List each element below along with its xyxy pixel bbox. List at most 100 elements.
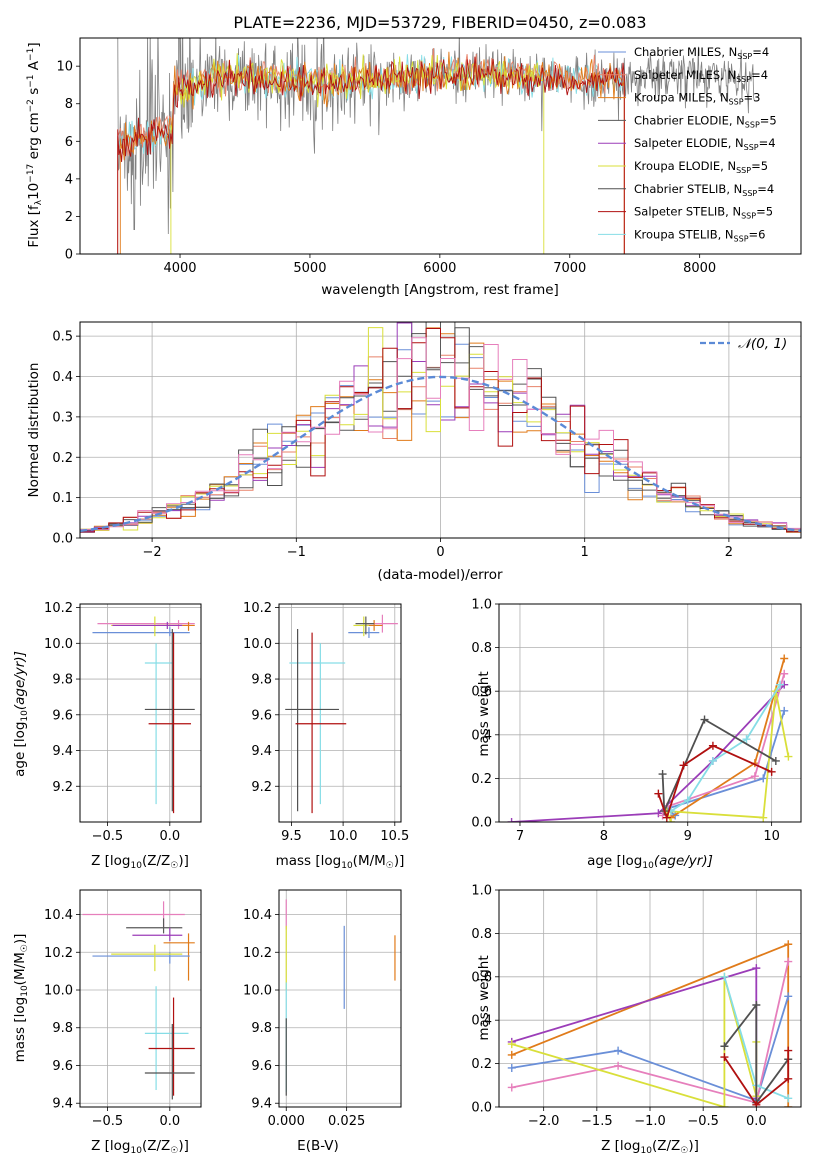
weight-marker: [780, 669, 789, 678]
legend-eq: =5: [756, 205, 773, 219]
legend-sub: SSP: [736, 166, 751, 175]
y-tick-label: 9.6: [52, 1059, 73, 1074]
legend-label: Salpeter ELODIE, NSSP=4: [634, 136, 776, 152]
legend-label: Chabrier ELODIE, NSSP=5: [634, 113, 777, 129]
y-tick-label: 9.8: [52, 673, 73, 688]
x-tick-label: 0.000: [268, 1114, 305, 1129]
weight-lines: [507, 654, 793, 822]
weight-marker: [720, 1042, 729, 1051]
legend-eq: =6: [749, 227, 766, 241]
legend-name: Kroupa MILES, N: [634, 91, 729, 105]
error-bars: [285, 899, 396, 1096]
mass-weight-vs-age-xlabel: age [log10(age/yr)]: [587, 853, 713, 871]
weight-line: [723, 1050, 790, 1107]
y-tick-label: 9.4: [52, 1097, 73, 1112]
x-tick-label: −0.5: [687, 1114, 719, 1129]
age-vs-Z-panel: −0.5 0.0 9.2 9.4 9.6 9.8 10.0 10.2: [44, 601, 202, 844]
legend-name: Salpeter STELIB, N: [634, 205, 741, 219]
legend-label: Salpeter STELIB, NSSP=5: [634, 205, 773, 221]
axes-frame: [498, 889, 802, 1108]
y-tick-label: 9.8: [251, 673, 272, 688]
legend-eq: =4: [757, 182, 774, 196]
age-vs-mass-panel: 9.5 10.0 10.5 9.2 9.4 9.6 9.8 10.0 10.2: [243, 601, 409, 844]
y-tick-label: 10.0: [243, 984, 272, 999]
y-tick-label: 0.8: [471, 927, 492, 942]
model-spectrum-line: [117, 56, 625, 254]
mass-weight-vs-Z-xlabel: Z [log10(Z/Z☉)]: [601, 1138, 699, 1156]
weight-marker: [708, 756, 717, 765]
weight-marker: [784, 1103, 793, 1107]
weight-marker: [752, 1001, 761, 1010]
weight-marker: [784, 957, 793, 966]
mass-vs-ebv-xlabel: E(B-V): [297, 1138, 339, 1154]
legend-name: Chabrier ELODIE, N: [634, 113, 745, 127]
weight-marker: [666, 818, 675, 822]
y-tick-label: 6: [65, 135, 73, 150]
x-tick-label: −1.5: [581, 1114, 613, 1129]
x-tick-label: 1: [581, 545, 589, 560]
legend-label: Chabrier MILES, NSSP=4: [634, 45, 769, 61]
legend-eq: =3: [744, 91, 761, 105]
legend-name: Kroupa STELIB, N: [634, 227, 734, 241]
legend-label: Kroupa MILES, NSSP=3: [634, 91, 760, 107]
weight-marker: [658, 770, 667, 779]
x-tick-label: 9: [684, 829, 692, 844]
legend-sub: SSP: [744, 143, 759, 152]
error-bars: [92, 616, 195, 814]
weight-marker: [720, 972, 729, 981]
x-tick-label: −1.0: [634, 1114, 666, 1129]
mass-weight-vs-age-ylabel: mass weight: [476, 671, 492, 756]
y-tick-label: 9.8: [52, 1021, 73, 1036]
axes-frame: [278, 603, 402, 823]
y-tick-label: 10.2: [44, 601, 73, 616]
age-vs-Z-ylabel: age [log10(age/yr)]: [12, 651, 30, 777]
y-tick-label: 0: [65, 248, 73, 263]
weight-marker: [784, 1046, 793, 1055]
x-tick-label: 4000: [163, 261, 196, 276]
spectrum-xlabel: wavelength [Angstrom, rest frame]: [321, 282, 559, 298]
y-tick-label: 0.2: [471, 1057, 492, 1072]
mass-weight-vs-age-panel: 7 8 9 10 0.0 0.2 0.4 0.6 0.8 1.0: [471, 598, 802, 844]
x-tick-label: −0.5: [92, 1114, 124, 1129]
residuals-xlabel: (data-model)/error: [377, 567, 503, 583]
x-tick-label: 10.0: [329, 829, 358, 844]
x-tick-label: 0.025: [328, 1114, 365, 1129]
weight-marker: [614, 1046, 623, 1055]
weight-marker: [784, 1074, 793, 1083]
y-tick-label: 9.2: [52, 780, 73, 795]
legend-sub: SSP: [745, 120, 760, 129]
legend-sub: SSP: [737, 52, 752, 61]
x-tick-label: 0: [436, 545, 444, 560]
legend-eq: =5: [751, 159, 768, 173]
residuals-panel: −2 −1 0 1 2 0.0 0.1 0.2 0.3 0.4 0.5: [52, 321, 802, 560]
y-tick-label: 0.2: [52, 451, 73, 466]
legend-name: Kroupa ELODIE, N: [634, 159, 736, 173]
axes-frame: [79, 37, 802, 255]
legend-eq: =4: [759, 136, 776, 150]
legend-label: Chabrier STELIB, NSSP=4: [634, 182, 774, 198]
weight-marker: [700, 715, 709, 724]
legend-sub: SSP: [741, 212, 756, 221]
error-bars: [82, 901, 195, 1100]
x-tick-label: 8: [600, 829, 608, 844]
weight-marker: [507, 1063, 516, 1072]
x-tick-label: 7000: [553, 261, 586, 276]
normal-curve: [80, 375, 801, 533]
y-tick-label: 0.6: [471, 685, 492, 700]
y-tick-label: 9.6: [251, 1059, 272, 1074]
y-tick-label: 10.0: [44, 637, 73, 652]
x-tick-label: 0.0: [746, 1114, 767, 1129]
axes-frame: [498, 603, 802, 823]
spectrum-panel: 4000 5000 6000 7000 8000 0 2 4 6 8 10: [56, 37, 802, 276]
y-tick-label: 0.3: [52, 410, 73, 425]
weight-marker: [720, 1053, 729, 1062]
mass-vs-ebv-panel: 0.000 0.025 9.4 9.6 9.8 10.0 10.2 10.4: [243, 889, 402, 1129]
normal-legend-label: 𝒩(0, 1): [738, 336, 787, 352]
mass-vs-Z-panel: −0.5 0.0 9.4 9.6 9.8 10.0 10.2 10.4: [44, 889, 202, 1129]
x-tick-label: 0.0: [159, 829, 180, 844]
y-tick-label: 0.5: [52, 330, 73, 345]
weight-marker: [507, 1083, 516, 1092]
x-tick-label: 6000: [423, 261, 456, 276]
x-tick-label: −2.0: [528, 1114, 560, 1129]
